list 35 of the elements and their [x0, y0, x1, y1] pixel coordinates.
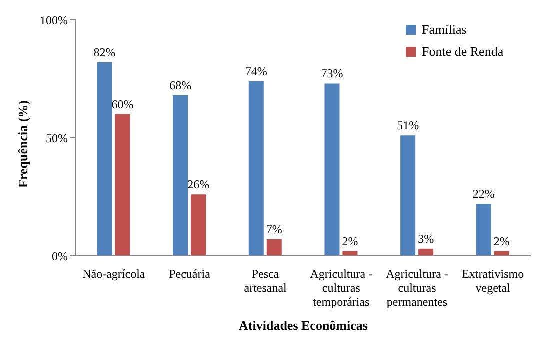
bar — [266, 239, 282, 256]
data-label: 73% — [321, 66, 344, 81]
bar — [97, 62, 112, 256]
bar — [418, 248, 434, 256]
legend-label: Fonte de Renda — [422, 44, 504, 60]
data-label: 7% — [266, 222, 282, 236]
data-label: 60% — [112, 97, 134, 112]
data-label: 3% — [418, 232, 434, 246]
data-label: 68% — [170, 78, 192, 93]
bar — [173, 96, 188, 256]
bar — [400, 136, 416, 256]
y-tick-label: 0% — [52, 249, 68, 264]
x-tick-label: Agricultura - culturas permanentes — [386, 267, 448, 309]
bar — [248, 81, 264, 256]
x-tick-label: Pecuária — [169, 267, 212, 281]
x-tick-label: Agricultura - culturas temporárias — [310, 267, 373, 309]
data-label: 2% — [342, 234, 358, 248]
data-label: 82% — [94, 45, 116, 60]
y-tick-label: 50% — [46, 131, 68, 146]
data-label: 2% — [494, 234, 510, 248]
x-axis-title: Atividades Econômicas — [238, 318, 369, 334]
y-axis-title: Frequência (%) — [16, 100, 31, 188]
y-tick-label: 100% — [40, 13, 68, 28]
x-tick-label: Pesca artesanal — [244, 267, 288, 295]
bar — [476, 204, 492, 256]
data-label: 74% — [245, 64, 268, 78]
legend-label: Famílias — [422, 22, 467, 38]
x-tick-label: Extrativismo vegetal — [462, 267, 524, 295]
bar — [324, 84, 340, 256]
x-tick-label: Não-agrícola — [82, 267, 146, 281]
bar — [191, 194, 206, 256]
bar — [115, 114, 130, 256]
data-label: 22% — [472, 187, 495, 202]
data-label: 26% — [188, 178, 210, 192]
data-label: 51% — [397, 118, 420, 133]
